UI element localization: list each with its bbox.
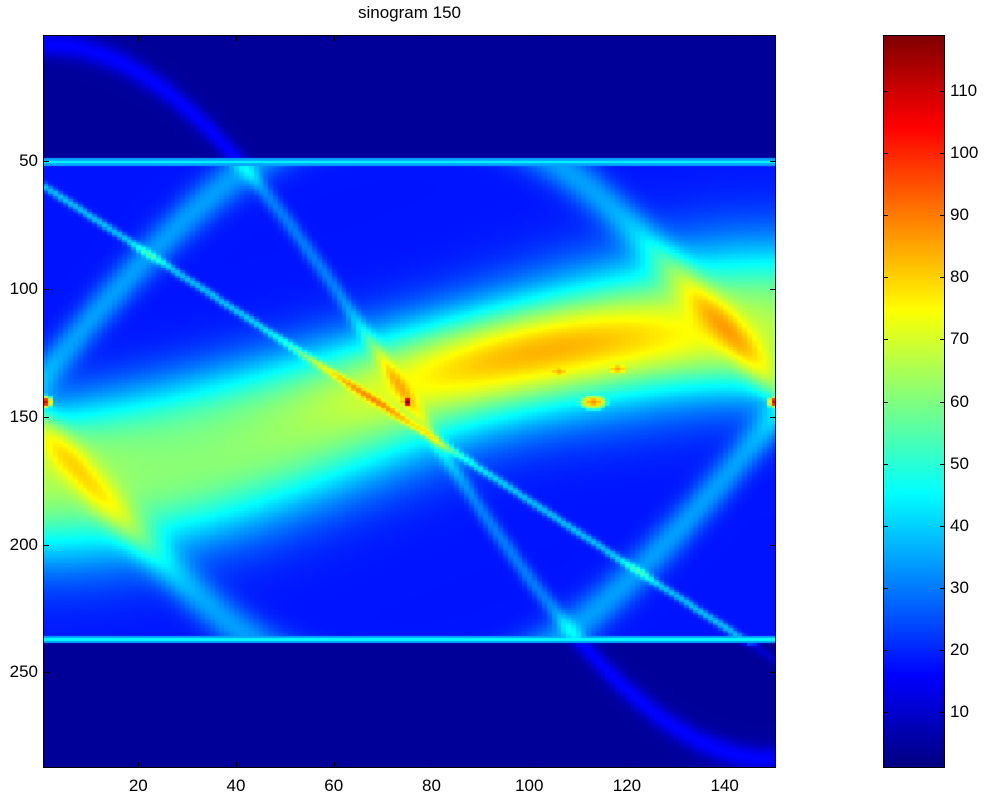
- heatmap-image: [43, 35, 776, 768]
- colorbar-tick: [940, 277, 945, 279]
- colorbar-tick-label: 20: [950, 639, 969, 659]
- x-tick-label: 140: [710, 776, 739, 795]
- colorbar-tick: [940, 463, 945, 465]
- plot-area: [43, 35, 776, 768]
- colorbar-tick: [883, 90, 888, 92]
- colorbar-gradient: [883, 35, 945, 768]
- colorbar-tick: [883, 277, 888, 279]
- colorbar-tick: [883, 649, 888, 651]
- colorbar-tick: [883, 215, 888, 217]
- y-tick-label: 50: [19, 151, 38, 171]
- y-tick-label: 100: [9, 279, 38, 299]
- colorbar-tick: [940, 712, 945, 714]
- colorbar-tick: [883, 712, 888, 714]
- colorbar-tick: [940, 215, 945, 217]
- colorbar-tick-label: 90: [950, 205, 969, 225]
- colorbar-tick: [883, 339, 888, 341]
- y-tick-label: 250: [9, 662, 38, 682]
- colorbar-tick: [940, 587, 945, 589]
- x-tick-label: 60: [324, 776, 344, 795]
- x-tick-label: 120: [612, 776, 642, 795]
- colorbar-tick: [883, 463, 888, 465]
- x-tick-label: 20: [128, 776, 148, 795]
- y-tick: [43, 161, 49, 163]
- x-tick: [333, 762, 335, 768]
- colorbar-tick: [883, 587, 888, 589]
- x-tick: [333, 35, 335, 41]
- x-tick: [431, 762, 433, 768]
- colorbar-tick-label: 10: [950, 702, 969, 722]
- colorbar-tick: [940, 525, 945, 527]
- colorbar-tick: [883, 153, 888, 155]
- y-tick: [43, 672, 49, 674]
- x-tick: [236, 35, 238, 41]
- colorbar-tick: [883, 401, 888, 403]
- x-tick: [724, 762, 726, 768]
- colorbar-tick: [940, 649, 945, 651]
- colorbar-tick-label: 40: [950, 515, 969, 535]
- colorbar-tick: [940, 153, 945, 155]
- x-tick: [626, 35, 628, 41]
- colorbar-tick-label: 60: [950, 391, 969, 411]
- y-tick: [770, 161, 776, 163]
- colorbar-tick-label: 70: [950, 329, 969, 349]
- y-tick: [770, 672, 776, 674]
- colorbar-tick: [940, 339, 945, 341]
- y-tick: [770, 289, 776, 291]
- y-tick: [770, 544, 776, 546]
- x-tick-label: 100: [515, 776, 544, 795]
- colorbar: [883, 35, 945, 768]
- x-tick: [431, 35, 433, 41]
- colorbar-tick-label: 30: [950, 577, 969, 597]
- y-tick: [43, 544, 49, 546]
- chart-title: sinogram 150: [357, 3, 461, 22]
- y-tick: [43, 416, 49, 418]
- colorbar-tick-label: 80: [950, 267, 969, 287]
- y-tick-label: 200: [9, 534, 38, 554]
- y-tick: [43, 289, 49, 291]
- colorbar-tick-label: 50: [950, 453, 969, 473]
- colorbar-tick: [940, 401, 945, 403]
- colorbar-tick: [940, 90, 945, 92]
- colorbar-tick: [883, 525, 888, 527]
- x-tick: [236, 762, 238, 768]
- colorbar-tick-label: 100: [950, 143, 979, 163]
- colorbar-tick-label: 110: [950, 80, 978, 100]
- x-tick: [138, 35, 140, 41]
- x-tick: [529, 762, 531, 768]
- x-tick-label: 40: [226, 776, 246, 795]
- x-tick: [138, 762, 140, 768]
- x-tick: [626, 762, 628, 768]
- y-tick-label: 150: [9, 406, 38, 426]
- x-tick: [724, 35, 726, 41]
- y-tick: [770, 416, 776, 418]
- x-tick: [529, 35, 531, 41]
- x-tick-label: 80: [422, 776, 441, 795]
